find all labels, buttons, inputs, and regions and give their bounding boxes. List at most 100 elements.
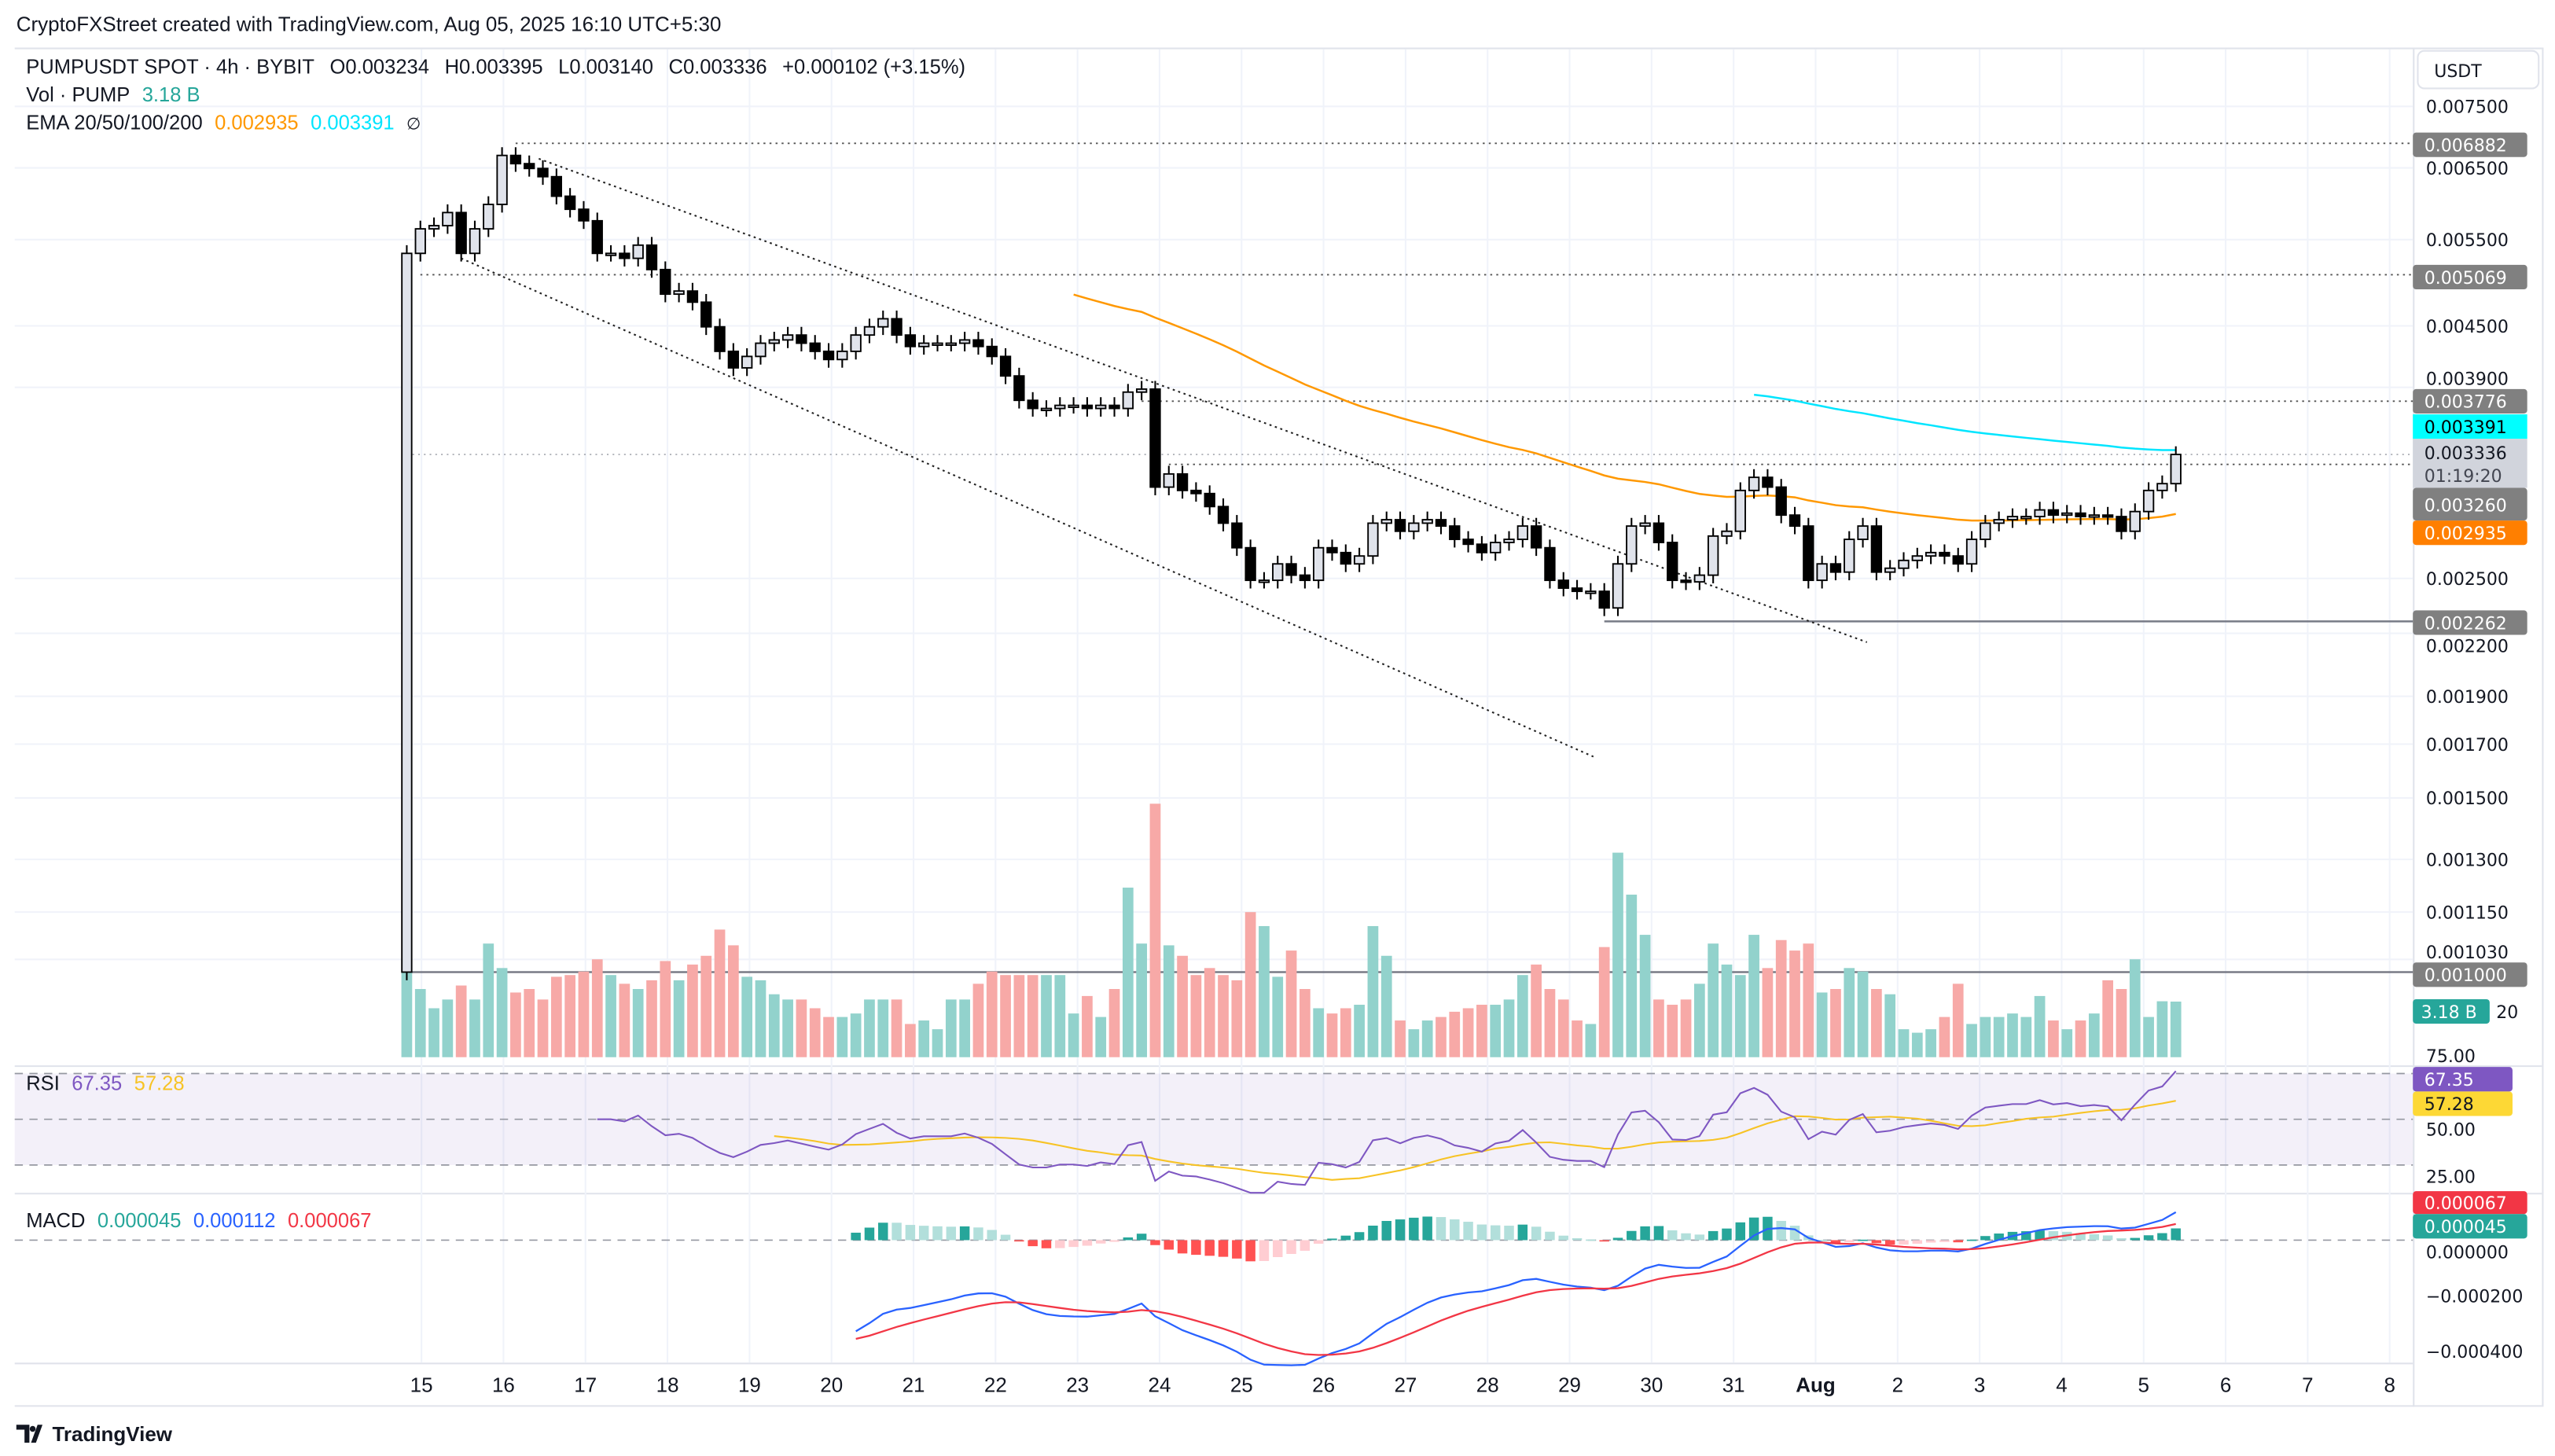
candle-body	[1435, 519, 1447, 528]
volume-bar	[1231, 980, 1243, 1057]
candle-body	[918, 342, 930, 347]
price-axis[interactable]: USDT 0.0075000.0065000.0055000.0045000.0…	[2417, 50, 2540, 963]
candle-body	[1027, 399, 1039, 410]
volume-bar	[1421, 1020, 1433, 1057]
candle-body	[1639, 522, 1651, 528]
macd-histogram-bar	[1286, 1240, 1296, 1254]
volume-bar	[1054, 975, 1066, 1057]
candle	[1530, 517, 1542, 557]
candle	[1326, 539, 1338, 561]
candle	[1884, 560, 1896, 581]
time-axis[interactable]: 15 16 17 18 19 20 21 22 23 24 25 26 27 28 29 30 31 Aug 2 3 4…	[410, 1373, 2395, 1397]
candle-body	[1775, 486, 1787, 517]
candle-body	[1408, 522, 1420, 532]
symbol-label[interactable]: PUMPUSDT SPOT · 4h · BYBIT	[26, 57, 314, 79]
macd-histogram-bar	[1830, 1240, 1841, 1244]
macd-histogram-bar	[1055, 1240, 1065, 1248]
volume-bar	[2129, 959, 2141, 1057]
macd-histogram-bar	[1966, 1239, 1977, 1241]
candle	[1054, 397, 1066, 417]
candle	[1313, 539, 1325, 589]
candle	[1721, 523, 1733, 545]
candle	[2156, 475, 2168, 499]
candle	[809, 335, 821, 360]
macd-histogram-bar	[1817, 1240, 1827, 1241]
rsi-legend[interactable]: RSI 67.35 57.28	[26, 1072, 184, 1094]
candle-body	[1965, 539, 1978, 565]
candle	[986, 338, 998, 365]
candle-body	[442, 211, 454, 226]
candle	[714, 318, 726, 360]
candle	[1557, 572, 1569, 597]
volume-bar	[1272, 976, 1284, 1057]
macd-histogram-bar	[1994, 1234, 2004, 1241]
candle-body	[1272, 563, 1284, 582]
candle	[1980, 515, 1991, 548]
candle	[1340, 544, 1351, 572]
candle	[509, 147, 522, 172]
candle	[1911, 547, 1923, 569]
candle-body	[1898, 559, 1910, 569]
macd-histogram-bar	[1259, 1240, 1270, 1262]
macd-histogram-bar	[2130, 1237, 2140, 1241]
tag-level3-bg	[2413, 388, 2527, 414]
volume-legend[interactable]: Vol · PUMP 3.18 B	[26, 84, 200, 106]
candle	[1013, 367, 1025, 409]
macd-histogram-bar	[1599, 1240, 1609, 1242]
volume-bar	[850, 1013, 862, 1057]
candle-body	[1993, 519, 2005, 524]
volume-bar	[1218, 975, 1229, 1057]
candle	[1748, 469, 1760, 499]
rsi-line	[597, 1070, 2177, 1194]
candle-body	[1803, 525, 1814, 582]
candle	[1571, 579, 1583, 600]
macd-histogram-bar	[1476, 1224, 1487, 1241]
macd-histogram-bar	[959, 1226, 970, 1241]
tag-base: 0.001000	[2424, 966, 2507, 986]
candle-body	[2156, 483, 2168, 491]
currency-button[interactable]	[2417, 50, 2540, 90]
macd-line-value: 0.000112	[193, 1210, 276, 1232]
rsi-tick-75: 75.00	[2426, 1047, 2476, 1067]
tag-rsi-ma-bg	[2413, 1091, 2513, 1116]
candle-body	[768, 339, 780, 344]
volume-bar	[1693, 984, 1705, 1057]
volume-bar	[1762, 968, 1774, 1057]
candle	[537, 160, 549, 186]
ema-legend[interactable]: EMA 20/50/100/200 0.002935 0.003391 ∅	[26, 112, 421, 134]
candle	[891, 311, 903, 344]
volume-bar	[1367, 925, 1379, 1057]
macd-histogram-bar	[1232, 1240, 1242, 1259]
price-tick-label: 0.003900	[2426, 370, 2509, 390]
volume-axis-tick: 20	[2496, 1003, 2518, 1023]
volume-bar	[972, 984, 984, 1057]
candles[interactable]	[401, 147, 2182, 980]
ema-hidden-icon[interactable]: ∅	[406, 115, 421, 133]
volume-bar	[1857, 971, 1869, 1057]
macd-histogram-bar	[905, 1225, 916, 1241]
price-tick-label: 0.001500	[2426, 789, 2509, 809]
volume-bar	[1789, 950, 1800, 1057]
trendline	[538, 157, 1868, 643]
macd-histogram-bar	[2035, 1230, 2045, 1241]
volume-bar	[632, 989, 644, 1057]
macd-legend-label: MACD	[26, 1210, 85, 1232]
volume-bar	[1041, 975, 1052, 1057]
candle-body	[1040, 407, 1053, 411]
candle-body	[1626, 525, 1638, 565]
candle	[1408, 515, 1420, 540]
candle-body	[1244, 546, 1256, 582]
candle	[1176, 465, 1189, 499]
volume-bar	[768, 994, 780, 1057]
tag-high-bg	[2413, 132, 2527, 157]
candle-body	[2034, 509, 2046, 518]
volume-bar	[1898, 1029, 1910, 1057]
tradingview-logo: TradingView	[16, 1422, 173, 1446]
macd-histogram-bar	[1368, 1225, 1378, 1241]
candle	[1965, 531, 1978, 572]
volume-legend-label: Vol · PUMP	[26, 84, 130, 106]
candle-body	[1340, 551, 1351, 565]
volume-bar	[1354, 1005, 1365, 1057]
macd-legend[interactable]: MACD 0.000045 0.000112 0.000067	[26, 1210, 371, 1232]
